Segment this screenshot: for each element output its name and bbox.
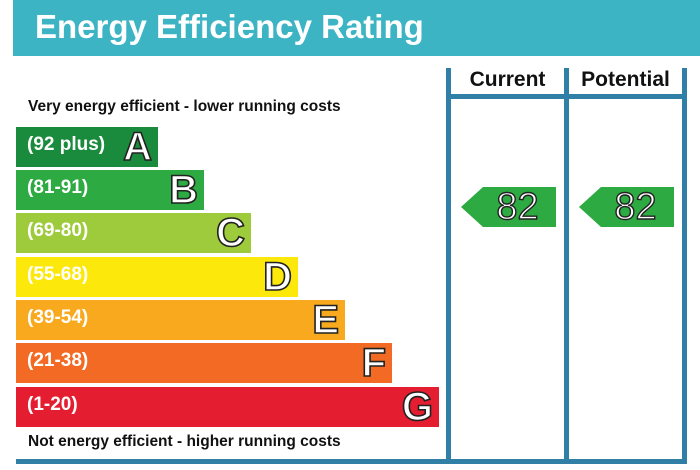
- band-d: (55-68) D: [16, 254, 298, 300]
- potential-rating-arrow: 82: [579, 185, 674, 229]
- band-letter: B: [168, 167, 198, 213]
- band-letter: F: [361, 340, 387, 386]
- band-range-label: (92 plus): [27, 134, 106, 155]
- header-underline: [446, 94, 687, 99]
- divider-left: [446, 68, 451, 464]
- band-letter: D: [262, 254, 292, 300]
- potential-rating-shape: [579, 187, 674, 227]
- band-range-label: (21-38): [27, 350, 89, 371]
- current-rating-arrow: 82: [461, 185, 556, 229]
- band-range-label: (55-68): [27, 264, 89, 285]
- band-range-label: (69-80): [27, 220, 89, 241]
- title-bar: Energy Efficiency Rating: [13, 0, 700, 56]
- band-c: (69-80) C: [16, 210, 251, 256]
- band-b: (81-91) B: [16, 167, 204, 213]
- band-range-label: (1-20): [27, 394, 78, 415]
- current-rating-value: 82: [496, 185, 540, 228]
- band-range-label: (39-54): [27, 307, 89, 328]
- band-letter: G: [401, 384, 434, 430]
- band-letter: A: [122, 124, 152, 170]
- current-rating-shape: [461, 187, 556, 227]
- bottom-border: [16, 459, 687, 464]
- potential-rating-value: 82: [614, 185, 658, 228]
- divider-middle: [564, 68, 569, 464]
- band-range-label: (81-91): [27, 177, 89, 198]
- band-f: (21-38) F: [16, 340, 392, 386]
- column-header-current: Current: [469, 68, 546, 91]
- bottom-caption: Not energy efficient - higher running co…: [28, 433, 341, 450]
- divider-right: [682, 68, 687, 464]
- top-caption: Very energy efficient - lower running co…: [28, 98, 341, 115]
- band-a: (92 plus) A: [16, 124, 158, 170]
- page-title: Energy Efficiency Rating: [35, 8, 424, 45]
- band-letter: C: [215, 210, 245, 256]
- column-header-potential: Potential: [581, 68, 670, 91]
- band-letter: E: [312, 297, 340, 343]
- band-e: (39-54) E: [16, 297, 345, 343]
- band-g: (1-20) G: [16, 384, 439, 430]
